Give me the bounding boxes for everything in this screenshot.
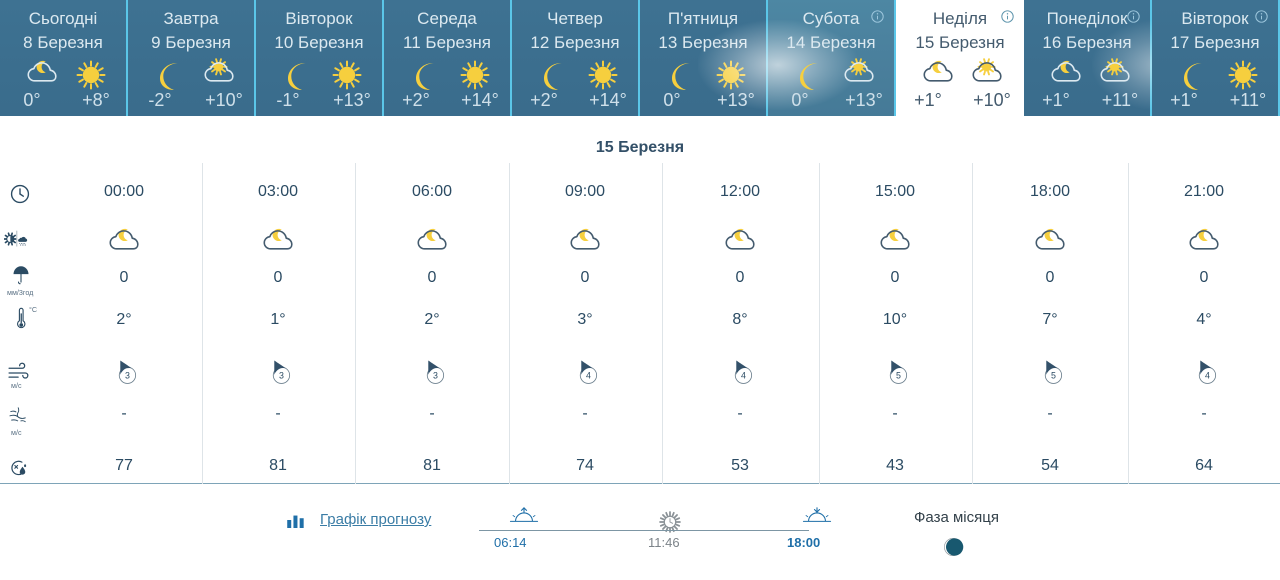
svg-text:3: 3 [124, 371, 129, 381]
svg-text:4: 4 [1204, 371, 1209, 381]
svg-text:5: 5 [895, 371, 900, 381]
svg-text:5: 5 [1050, 371, 1055, 381]
svg-text:3: 3 [432, 371, 437, 381]
svg-text:4: 4 [585, 371, 590, 381]
svg-text:3: 3 [278, 371, 283, 381]
svg-text:4: 4 [740, 371, 745, 381]
